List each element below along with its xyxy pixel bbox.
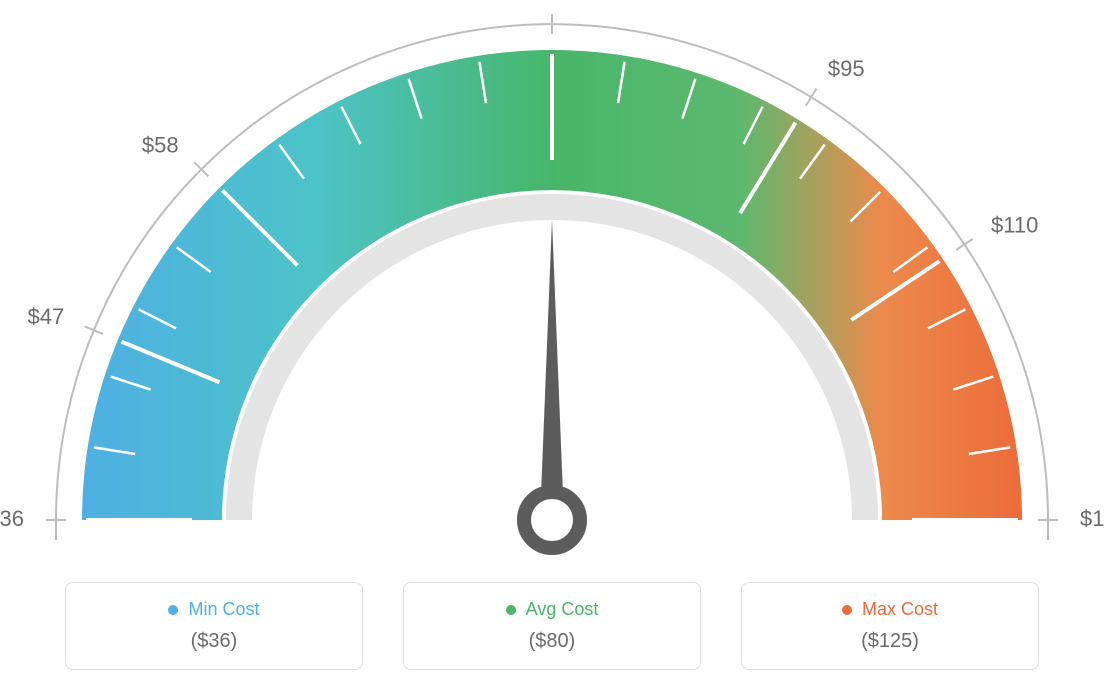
- tick-label: $47: [27, 304, 64, 329]
- tick-label: $95: [828, 56, 865, 81]
- cost-gauge-chart: $36 $47 $58 $80 $95 $110 $125 Min Cost ($36) A…: [0, 0, 1104, 690]
- tick-label: $36: [0, 506, 24, 531]
- legend-value: ($125): [770, 630, 1010, 653]
- legend-label: Min Cost: [188, 599, 259, 620]
- tick-label: $80: [534, 0, 571, 3]
- legend-title-avg: Avg Cost: [506, 599, 599, 620]
- legend-value: ($36): [94, 630, 334, 653]
- legend-value: ($80): [432, 630, 672, 653]
- dot-icon: [506, 605, 516, 615]
- legend-title-min: Min Cost: [168, 599, 259, 620]
- legend-title-max: Max Cost: [842, 599, 938, 620]
- legend-row: Min Cost ($36) Avg Cost ($80) Max Cost (…: [0, 582, 1104, 670]
- gauge-svg: $36 $47 $58 $80 $95 $110 $125: [0, 0, 1104, 570]
- legend-box-max: Max Cost ($125): [741, 582, 1039, 670]
- legend-label: Max Cost: [862, 599, 938, 620]
- tick-label: $125: [1080, 506, 1104, 531]
- legend-box-avg: Avg Cost ($80): [403, 582, 701, 670]
- tick-label: $110: [991, 213, 1038, 238]
- legend-label: Avg Cost: [526, 599, 599, 620]
- legend-box-min: Min Cost ($36): [65, 582, 363, 670]
- tick-label: $58: [142, 133, 179, 158]
- dot-icon: [168, 605, 178, 615]
- dot-icon: [842, 605, 852, 615]
